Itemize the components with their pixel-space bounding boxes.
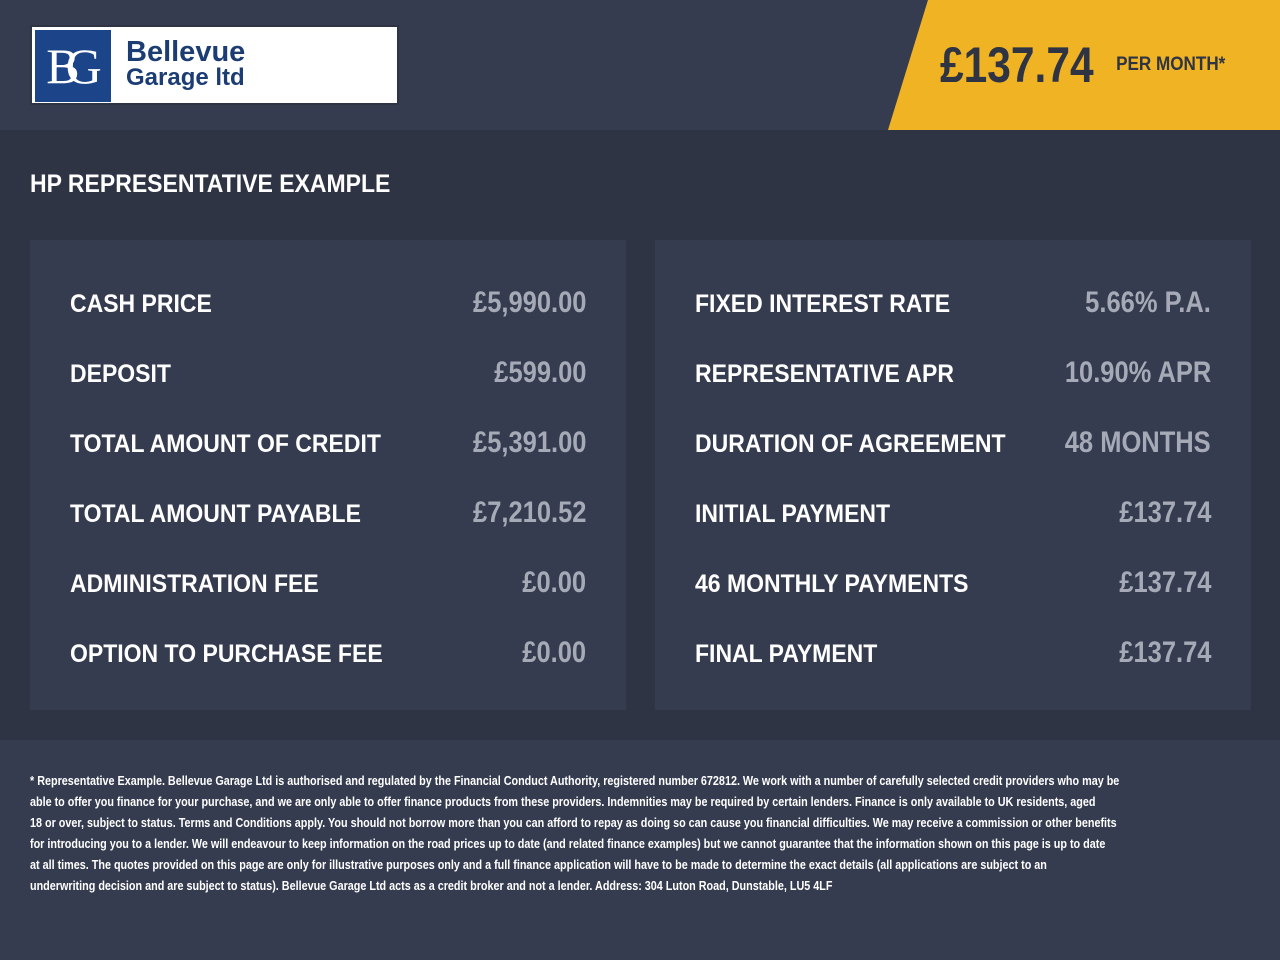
detail-row: REPRESENTATIVE APR 10.90% APR <box>695 345 1211 415</box>
detail-label: OPTION TO PURCHASE FEE <box>70 640 383 668</box>
detail-label: INITIAL PAYMENT <box>695 500 891 528</box>
detail-label: ADMINISTRATION FEE <box>70 570 319 598</box>
detail-row: FINAL PAYMENT £137.74 <box>695 625 1211 695</box>
disclaimer-footer: * Representative Example. Bellevue Garag… <box>0 740 1280 960</box>
logo-text: Bellevue Garage ltd <box>126 36 246 91</box>
detail-label: TOTAL AMOUNT PAYABLE <box>70 500 361 528</box>
disclaimer-line: 18 or over, subject to status. Terms and… <box>30 815 1117 830</box>
detail-row: CASH PRICE £5,990.00 <box>70 275 586 345</box>
detail-value: £5,990.00 <box>472 286 586 319</box>
logo-line-2: Garage ltd <box>126 64 245 91</box>
disclaimer-line: * Representative Example. Bellevue Garag… <box>30 773 1120 788</box>
right-details-panel: FIXED INTEREST RATE 5.66% P.A. REPRESENTA… <box>655 240 1251 710</box>
detail-value: 48 MONTHS <box>1065 426 1211 459</box>
detail-value: £137.74 <box>1118 496 1211 529</box>
detail-value: £137.74 <box>1118 636 1211 669</box>
detail-value: £0.00 <box>522 566 586 599</box>
detail-row: ADMINISTRATION FEE £0.00 <box>70 555 586 625</box>
detail-label: REPRESENTATIVE APR <box>695 360 955 388</box>
detail-label: DEPOSIT <box>70 360 171 388</box>
disclaimer-line: for introducing you to a lender. We will… <box>30 836 1106 851</box>
detail-value: £599.00 <box>493 356 586 389</box>
detail-row: TOTAL AMOUNT OF CREDIT £5,391.00 <box>70 415 586 485</box>
detail-label: 46 MONTHLY PAYMENTS <box>695 570 969 598</box>
monthly-price-banner: £137.74 PER MONTH* <box>888 0 1280 130</box>
detail-row: 46 MONTHLY PAYMENTS £137.74 <box>695 555 1211 625</box>
detail-label: FINAL PAYMENT <box>695 640 878 668</box>
left-details-panel: CASH PRICE £5,990.00 DEPOSIT £599.00 TOTAL… <box>30 240 626 710</box>
detail-label: FIXED INTEREST RATE <box>695 290 951 318</box>
page-title: HP REPRESENTATIVE EXAMPLE <box>30 170 391 198</box>
disclaimer-line: underwriting decision and are subject to… <box>30 878 833 893</box>
detail-value: £0.00 <box>522 636 586 669</box>
detail-row: DEPOSIT £599.00 <box>70 345 586 415</box>
monthly-amount: £137.74 <box>940 37 1094 93</box>
detail-row: DURATION OF AGREEMENT 48 MONTHS <box>695 415 1211 485</box>
detail-label: TOTAL AMOUNT OF CREDIT <box>70 430 381 458</box>
detail-value: 10.90% APR <box>1064 356 1211 389</box>
detail-value: £7,210.52 <box>472 496 586 529</box>
detail-row: FIXED INTEREST RATE 5.66% P.A. <box>695 275 1211 345</box>
detail-label: DURATION OF AGREEMENT <box>695 430 1006 458</box>
bellevue-garage-logo: BG Bellevue Garage ltd <box>30 25 399 105</box>
detail-row: TOTAL AMOUNT PAYABLE £7,210.52 <box>70 485 586 555</box>
detail-value: £5,391.00 <box>472 426 586 459</box>
logo-line-1: Bellevue <box>126 36 246 68</box>
disclaimer-line: at all times. The quotes provided on thi… <box>30 857 1047 872</box>
detail-row: OPTION TO PURCHASE FEE £0.00 <box>70 625 586 695</box>
per-month-label: PER MONTH* <box>1116 54 1226 75</box>
disclaimer-line: able to offer you finance for your purch… <box>30 794 1096 809</box>
detail-value: £137.74 <box>1118 566 1211 599</box>
detail-label: CASH PRICE <box>70 290 212 318</box>
detail-row: INITIAL PAYMENT £137.74 <box>695 485 1211 555</box>
detail-value: 5.66% P.A. <box>1085 286 1211 319</box>
bg-monogram-icon: BG <box>35 30 111 102</box>
header: BG Bellevue Garage ltd £137.74 PER MONTH… <box>0 0 1280 130</box>
